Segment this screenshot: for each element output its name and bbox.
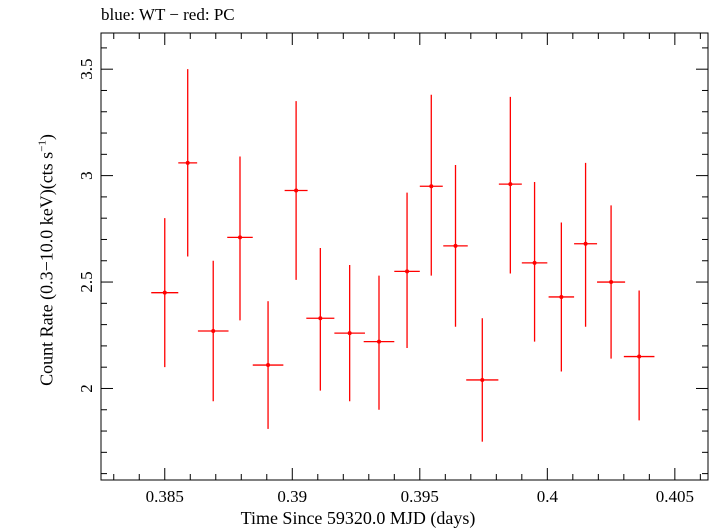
point-marker bbox=[185, 160, 190, 165]
plot-frame bbox=[100, 32, 709, 481]
point-marker bbox=[532, 260, 537, 265]
data-point bbox=[623, 290, 655, 421]
data-point bbox=[394, 192, 420, 349]
point-marker bbox=[583, 241, 588, 246]
data-point bbox=[197, 260, 229, 402]
data-point bbox=[284, 101, 308, 280]
axis-ticks bbox=[101, 33, 708, 480]
y-axis-label-superscript: −1 bbox=[36, 140, 49, 152]
point-marker bbox=[376, 339, 381, 344]
y-axis-label: Count Rate (0.3−10.0 keV)(cts s−1) bbox=[37, 134, 58, 386]
x-axis-label: Time Since 59320.0 MJD (days) bbox=[240, 508, 476, 528]
point-marker bbox=[347, 331, 352, 336]
data-point bbox=[151, 218, 179, 368]
point-marker bbox=[559, 294, 564, 299]
data-point bbox=[498, 96, 522, 274]
x-tick-label: 0.395 bbox=[401, 487, 439, 506]
point-marker bbox=[637, 354, 642, 359]
x-tick-label: 0.385 bbox=[146, 487, 184, 506]
point-marker bbox=[429, 184, 434, 189]
data-point bbox=[252, 301, 284, 429]
data-point bbox=[521, 182, 548, 342]
data-point bbox=[574, 162, 598, 327]
point-marker bbox=[162, 290, 167, 295]
data-point bbox=[227, 156, 253, 321]
x-tick-label: 0.39 bbox=[277, 487, 307, 506]
data-point bbox=[597, 205, 626, 359]
y-tick-label: 2 bbox=[77, 384, 96, 393]
point-marker bbox=[318, 316, 323, 321]
data-points bbox=[151, 69, 655, 442]
data-point bbox=[419, 94, 443, 276]
y-tick-label: 3 bbox=[77, 171, 96, 180]
data-point bbox=[363, 275, 395, 410]
chart-title: blue: WT − red: PC bbox=[101, 5, 235, 24]
point-marker bbox=[237, 235, 242, 240]
data-point bbox=[548, 222, 575, 372]
point-marker bbox=[266, 363, 271, 368]
point-marker bbox=[508, 182, 513, 187]
y-axis-label-close: ) bbox=[36, 134, 57, 141]
point-marker bbox=[480, 377, 485, 382]
data-point bbox=[334, 265, 365, 402]
data-point bbox=[178, 69, 198, 257]
point-marker bbox=[211, 329, 216, 333]
point-marker bbox=[294, 188, 299, 193]
point-marker bbox=[405, 269, 410, 274]
data-point bbox=[466, 318, 499, 442]
y-tick-label: 2.5 bbox=[77, 271, 96, 292]
y-axis-label-main: Count Rate (0.3−10.0 keV)(cts s bbox=[36, 151, 57, 386]
point-marker bbox=[609, 280, 614, 285]
point-marker bbox=[453, 243, 458, 248]
x-tick-label: 0.4 bbox=[537, 487, 559, 506]
data-point bbox=[306, 247, 335, 391]
axis-tick-labels: 0.385 0.39 0.395 0.4 0.405 2 2.5 3 3.5 bbox=[77, 59, 694, 506]
data-point bbox=[443, 164, 468, 327]
x-tick-label: 0.405 bbox=[656, 487, 694, 506]
y-tick-label: 3.5 bbox=[77, 59, 96, 80]
